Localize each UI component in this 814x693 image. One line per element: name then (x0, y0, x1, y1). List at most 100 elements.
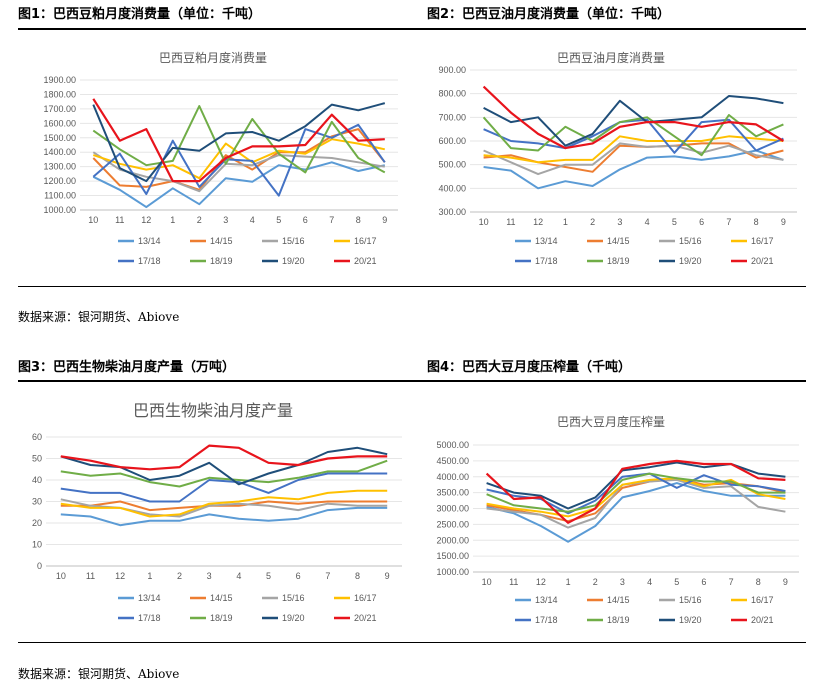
legend-label: 14/15 (607, 236, 630, 246)
y-tick-label: 0 (37, 561, 42, 571)
x-tick-label: 7 (325, 571, 330, 581)
y-tick-label: 1500.00 (43, 133, 76, 143)
series-line-18-19 (60, 459, 388, 488)
bottom-bottom-rule (18, 642, 806, 643)
legend-label: 18/19 (607, 256, 630, 266)
y-tick-label: 5000.00 (436, 440, 469, 450)
y-tick-label: 30 (32, 497, 42, 507)
x-tick-label: 2 (197, 215, 202, 225)
y-tick-label: 2500.00 (436, 519, 469, 529)
x-tick-label: 1 (147, 571, 152, 581)
series-line-13-14 (486, 482, 786, 543)
x-tick-label: 2 (177, 571, 182, 581)
x-tick-label: 11 (506, 217, 515, 227)
legend-label: 15/16 (282, 593, 305, 603)
legend-label: 14/15 (607, 595, 630, 605)
y-tick-label: 40 (32, 475, 42, 485)
x-tick-label: 4 (645, 217, 650, 227)
series-line-20-21 (60, 444, 388, 471)
y-tick-label: 700.00 (438, 112, 466, 122)
y-tick-label: 1600.00 (43, 118, 76, 128)
x-tick-label: 9 (781, 217, 786, 227)
figure-1-title: 图1：巴西豆粕月度消费量（单位：千吨） (18, 7, 262, 22)
y-tick-label: 60 (32, 432, 42, 442)
legend-label: 19/20 (282, 613, 305, 623)
series-line-15-16 (486, 478, 786, 529)
x-tick-label: 12 (141, 215, 151, 225)
source-note-top: 数据来源：银河期货、Abiove (18, 310, 180, 324)
y-tick-label: 2000.00 (436, 535, 469, 545)
series-line-16-17 (60, 489, 388, 518)
legend-label: 14/15 (210, 593, 233, 603)
x-tick-label: 5 (276, 215, 281, 225)
y-tick-label: 500.00 (438, 160, 466, 170)
x-tick-label: 10 (482, 577, 492, 587)
chart-title: 巴西豆粕月度消费量 (159, 50, 267, 65)
series-line-17-18 (92, 123, 386, 197)
soymeal-consumption-chart: 巴西豆粕月度消费量 1000.00 1100.00 1200.00 1300.00 140… (43, 50, 398, 266)
source-note-bottom: 数据来源：银河期货、Abiove (18, 667, 180, 681)
y-tick-label: 1000.00 (436, 567, 469, 577)
x-tick-label: 10 (479, 217, 489, 227)
y-tick-label: 1300.00 (43, 162, 76, 172)
x-tick-label: 4 (250, 215, 255, 225)
legend-label: 15/16 (679, 595, 702, 605)
top-rule (18, 28, 806, 30)
x-tick-label: 4 (236, 571, 241, 581)
y-tick-label: 1900.00 (43, 75, 76, 85)
x-tick-label: 6 (699, 217, 704, 227)
x-tick-label: 5 (672, 217, 677, 227)
chart-title: 巴西豆油月度消费量 (557, 50, 665, 65)
x-tick-label: 11 (509, 577, 518, 587)
top-bottom-rule (18, 286, 806, 287)
x-tick-label: 7 (329, 215, 334, 225)
series-line-13-14 (483, 149, 784, 190)
legend-label: 17/18 (138, 256, 161, 266)
x-tick-label: 6 (296, 571, 301, 581)
legend-label: 20/21 (751, 256, 774, 266)
legend-label: 13/14 (138, 236, 161, 246)
y-tick-label: 600.00 (438, 136, 466, 146)
series-line-13-14 (92, 161, 386, 209)
series-line-13-14 (60, 506, 388, 527)
legend-label: 13/14 (535, 236, 558, 246)
legend-label: 20/21 (354, 256, 377, 266)
x-tick-label: 12 (536, 577, 546, 587)
chart-title: 巴西生物柴油月度产量 (133, 402, 293, 420)
legend-label: 16/17 (751, 236, 774, 246)
legend-label: 16/17 (354, 236, 377, 246)
figure-4-title: 图4：巴西大豆月度压榨量（千吨） (427, 360, 632, 375)
series-line-18-19 (482, 114, 784, 157)
y-tick-label: 1200.00 (43, 176, 76, 186)
soyoil-consumption-chart: 巴西豆油月度消费量 300.00 400.00 500.00 600.00 700.00 8… (438, 50, 797, 266)
y-tick-label: 400.00 (438, 183, 466, 193)
soybean-crush-chart: 巴西大豆月度压榨量 1000.00 1500.00 2000.00 2500.00 300… (436, 414, 799, 625)
series-line-19-20 (483, 95, 784, 147)
series-line-19-20 (92, 102, 386, 183)
figure-3-title: 图3：巴西生物柴油月度产量（万吨） (18, 360, 236, 375)
y-tick-label: 1000.00 (43, 205, 76, 215)
y-tick-label: 1800.00 (43, 89, 76, 99)
legend-label: 18/19 (607, 615, 630, 625)
x-tick-label: 8 (756, 577, 761, 587)
legend-label: 13/14 (535, 595, 558, 605)
series-line-15-16 (92, 151, 385, 193)
legend-label: 18/19 (210, 613, 233, 623)
legend-label: 13/14 (138, 593, 161, 603)
legend-label: 18/19 (210, 256, 233, 266)
legend-label: 17/18 (138, 613, 161, 623)
x-tick-label: 1 (566, 577, 571, 587)
x-tick-label: 5 (266, 571, 271, 581)
series-line-14-15 (60, 500, 388, 512)
legend-label: 20/21 (751, 615, 774, 625)
y-tick-label: 800.00 (438, 89, 466, 99)
x-tick-label: 5 (674, 577, 679, 587)
y-tick-label: 4000.00 (436, 472, 469, 482)
x-tick-label: 3 (617, 217, 622, 227)
series-line-20-21 (92, 98, 385, 183)
x-tick-label: 8 (356, 215, 361, 225)
y-tick-label: 10 (32, 540, 42, 550)
x-tick-label: 1 (170, 215, 175, 225)
legend-label: 14/15 (210, 236, 233, 246)
